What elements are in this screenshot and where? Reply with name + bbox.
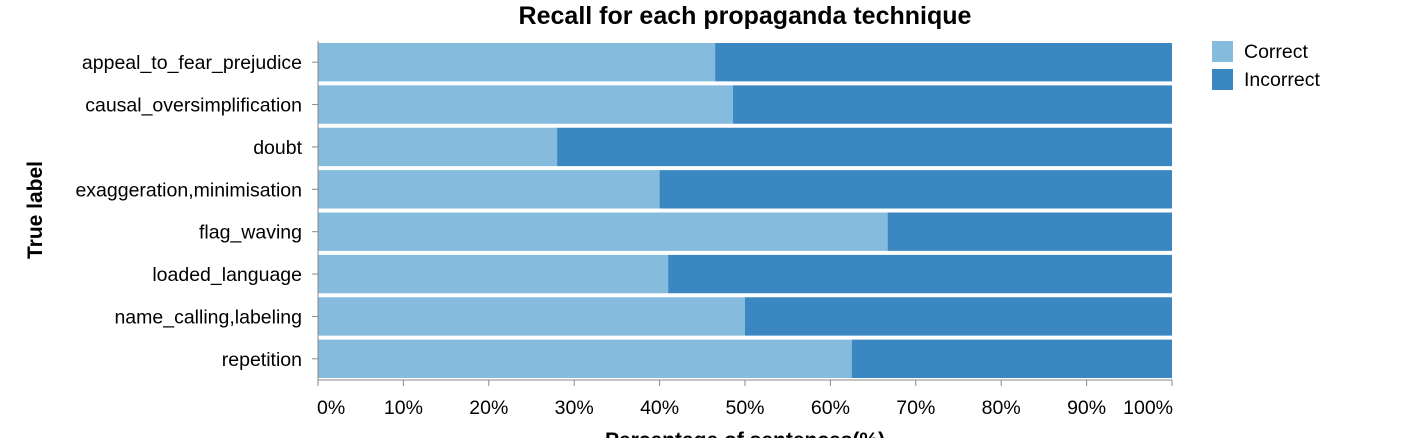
bar-correct-1 xyxy=(318,85,734,124)
chart-title: Recall for each propaganda technique xyxy=(519,2,972,30)
y-tick-label: appeal_to_fear_prejudice xyxy=(82,52,302,74)
y-tick-label: name_calling,labeling xyxy=(114,306,302,328)
x-tick-label: 60% xyxy=(811,397,850,419)
bar-incorrect-7 xyxy=(851,339,1172,378)
bar-incorrect-4 xyxy=(887,212,1172,251)
y-tick-label: causal_oversimplification xyxy=(85,95,302,117)
bar-incorrect-5 xyxy=(668,254,1172,294)
x-tick-label: 20% xyxy=(469,397,508,419)
y-tick-label: flag_waving xyxy=(199,222,302,244)
y-axis: appeal_to_fear_prejudice causal_oversimpl… xyxy=(75,41,319,380)
x-tick-label: 40% xyxy=(640,397,679,419)
x-tick-label: 100% xyxy=(1123,397,1173,419)
y-tick-label: doubt xyxy=(253,137,302,159)
legend-label-incorrect: Incorrect xyxy=(1244,69,1320,91)
x-axis-title: Percentage of sentences(%) xyxy=(605,429,885,438)
bar-incorrect-3 xyxy=(659,170,1172,209)
bar-incorrect-6 xyxy=(745,297,1172,336)
x-tick-label: 10% xyxy=(384,397,423,419)
x-axis: 0% 10% 20% 30% 40% 50% 60% 70% 80% 90% 100% xyxy=(317,379,1173,419)
y-tick-label: loaded_language xyxy=(152,264,302,286)
y-tick-label: repetition xyxy=(222,349,302,371)
bar-correct-3 xyxy=(318,170,660,209)
bar-correct-6 xyxy=(318,297,745,336)
legend: Correct Incorrect xyxy=(1212,41,1320,91)
x-tick-label: 70% xyxy=(896,397,935,419)
bar-correct-2 xyxy=(318,127,558,167)
bar-correct-0 xyxy=(318,43,716,82)
bar-correct-7 xyxy=(318,339,852,378)
legend-swatch-incorrect xyxy=(1212,69,1233,90)
bars-group xyxy=(318,43,1172,378)
bar-incorrect-0 xyxy=(715,43,1172,82)
x-tick-label: 50% xyxy=(725,397,764,419)
y-tick-label: exaggeration,minimisation xyxy=(75,179,302,201)
bar-correct-5 xyxy=(318,254,669,294)
x-tick-label: 90% xyxy=(1067,397,1106,419)
legend-swatch-correct xyxy=(1212,41,1233,62)
legend-label-correct: Correct xyxy=(1244,41,1309,63)
x-tick-label: 30% xyxy=(555,397,594,419)
bar-incorrect-1 xyxy=(733,85,1172,124)
x-tick-label: 0% xyxy=(317,397,345,419)
y-axis-title: True label xyxy=(24,161,47,259)
x-tick-label: 80% xyxy=(982,397,1021,419)
bar-incorrect-2 xyxy=(557,127,1172,167)
bar-correct-4 xyxy=(318,212,888,251)
